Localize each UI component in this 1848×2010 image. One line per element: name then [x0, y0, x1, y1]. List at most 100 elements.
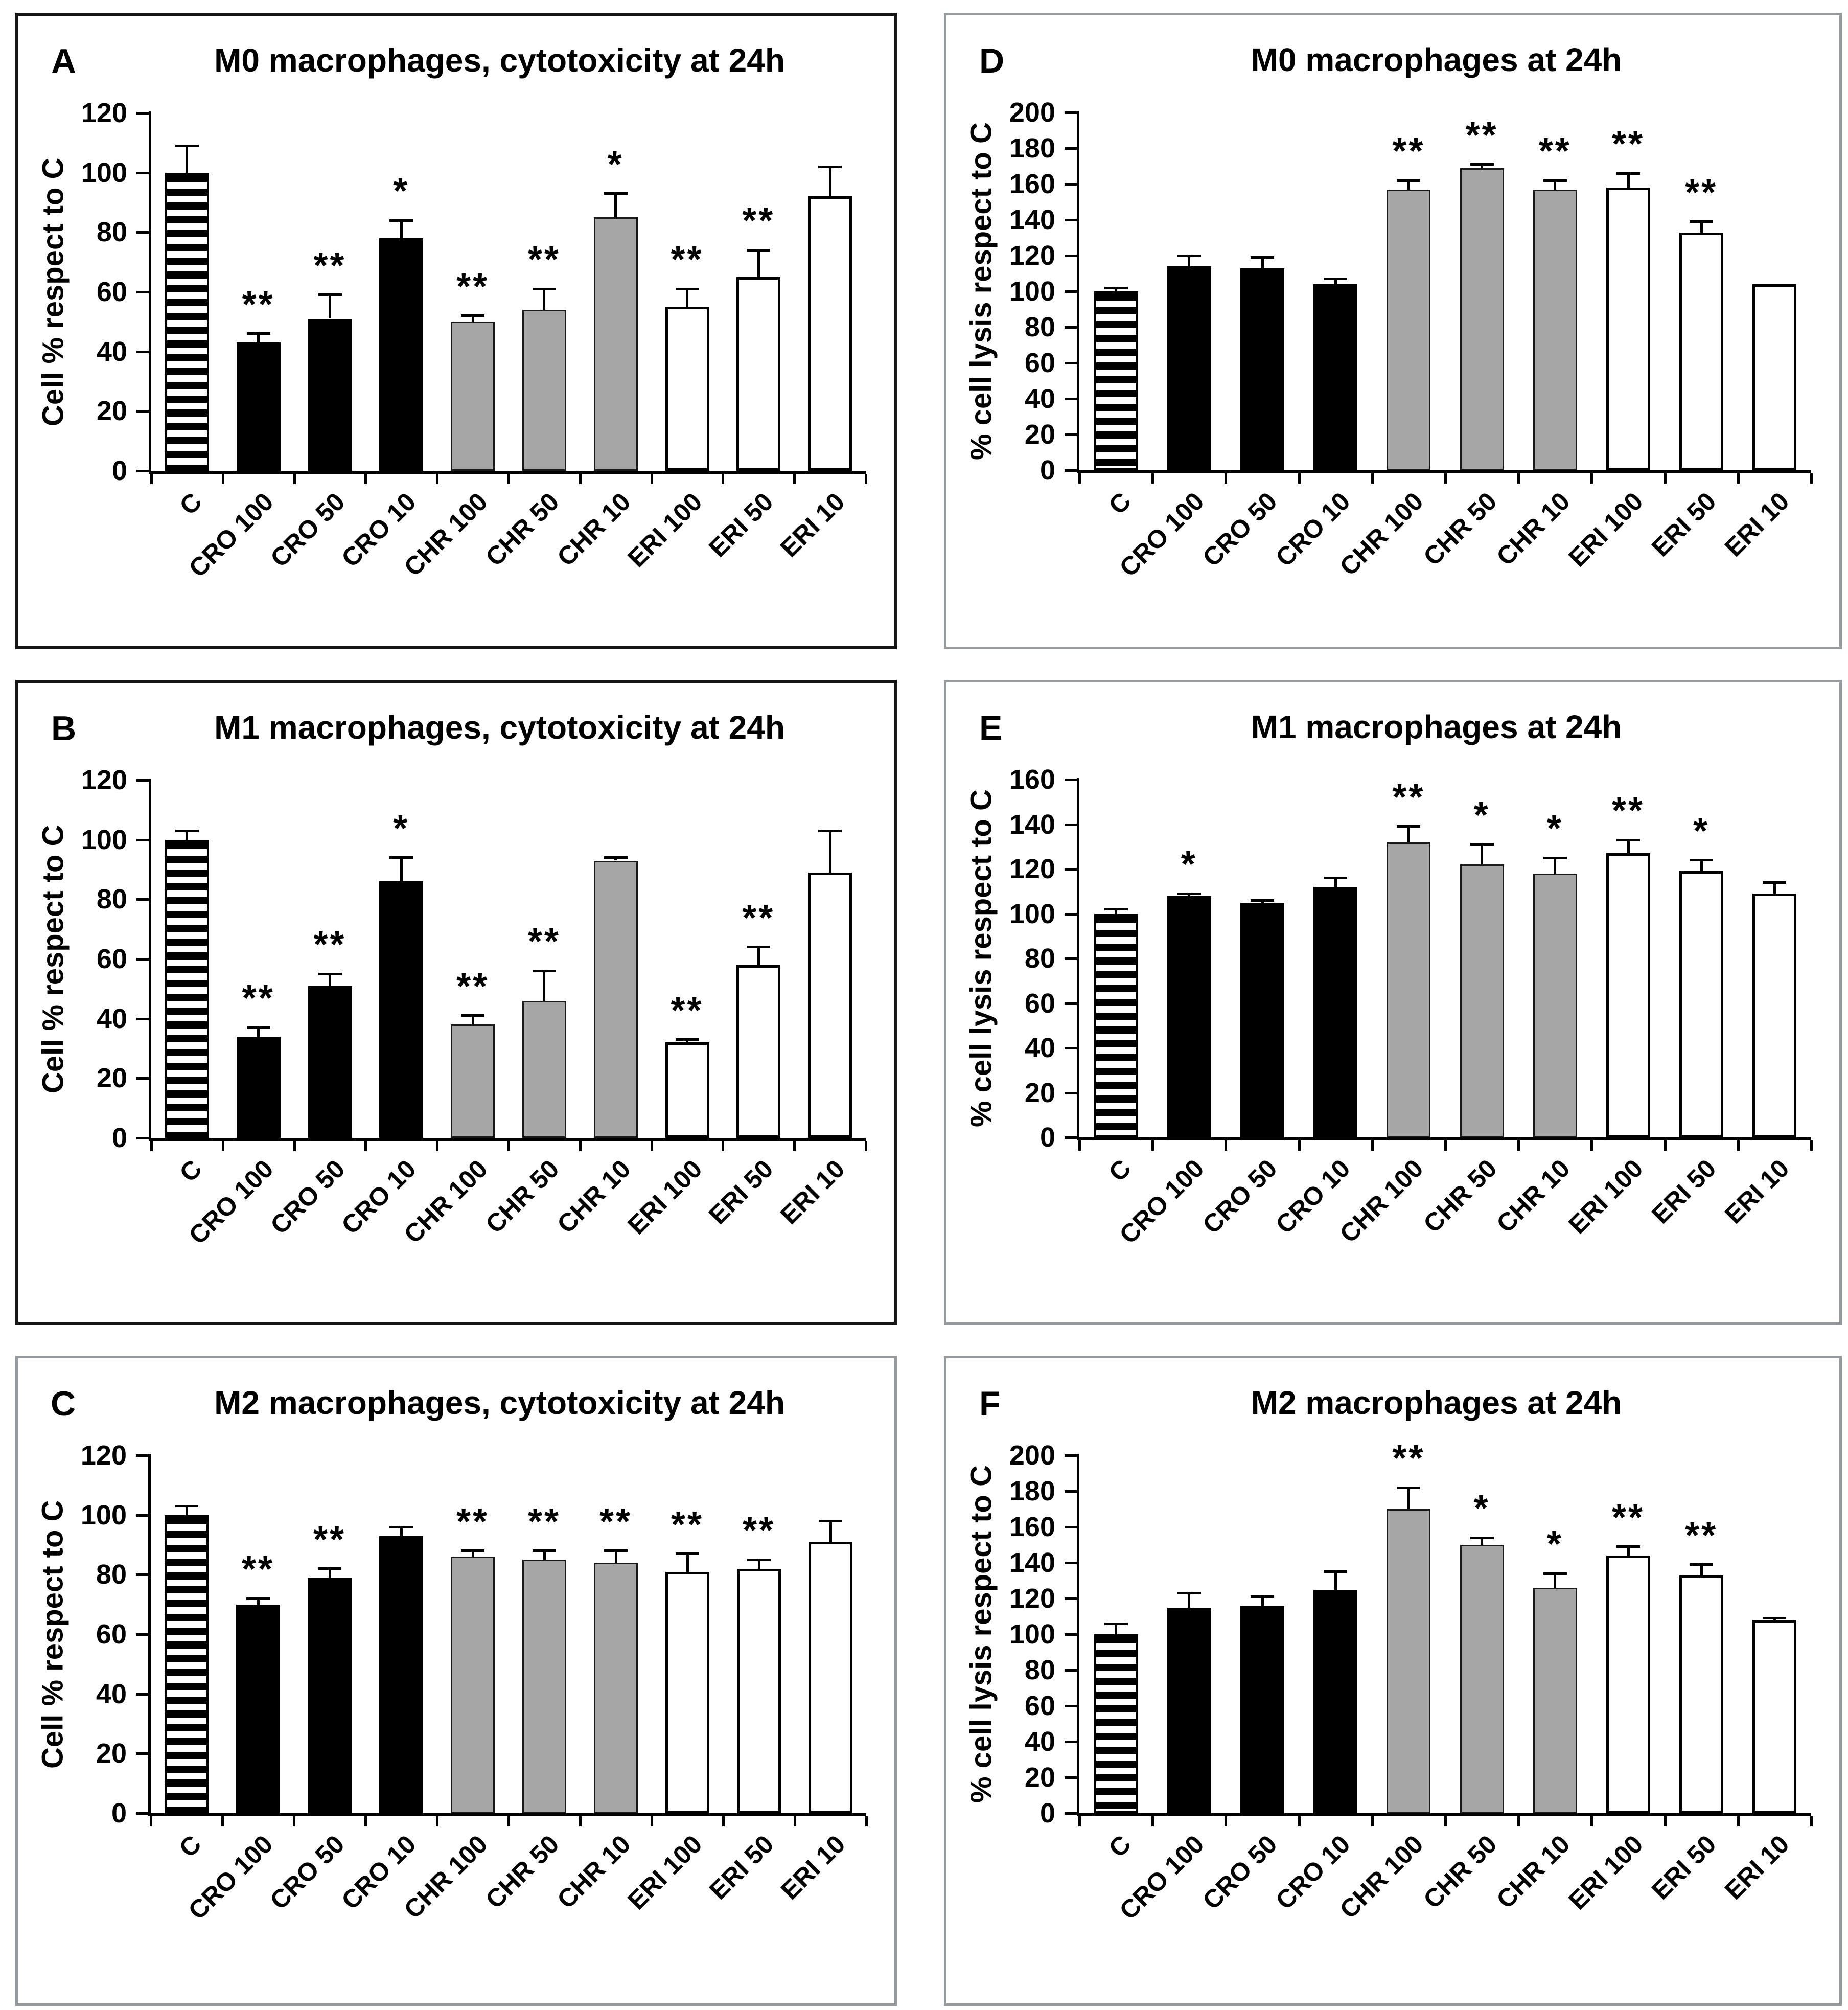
y-tick: [136, 1752, 148, 1755]
error-bar: [1407, 180, 1410, 190]
x-tick: [1517, 1816, 1520, 1826]
x-tick: [579, 1141, 582, 1151]
x-tick: [1078, 1816, 1081, 1826]
y-tick-label: 60: [1024, 348, 1055, 378]
significance-marker: *: [1181, 844, 1197, 885]
panel-e: E M1 macrophages at 24h % cell lysis res…: [944, 680, 1842, 1325]
y-tick-label: 60: [96, 1619, 127, 1650]
x-tick: [1078, 473, 1081, 484]
x-tick: [1737, 1140, 1740, 1151]
error-bar: [400, 220, 403, 238]
error-bar: [1261, 257, 1264, 268]
y-tick-label: 20: [96, 396, 127, 427]
error-bar: [543, 1550, 546, 1560]
error-bar: [543, 971, 546, 1001]
x-tick: [865, 1816, 868, 1826]
y-tick-label: 100: [1009, 898, 1055, 929]
error-bar: [1407, 826, 1410, 842]
y-tick: [1065, 1047, 1077, 1049]
significance-marker: **: [1392, 1438, 1425, 1479]
bar-cro-50: [308, 318, 352, 471]
x-tick: [1298, 1140, 1301, 1151]
y-tick: [1065, 1490, 1077, 1493]
x-axis-line: [149, 1138, 866, 1141]
error-bar-cap: [1690, 859, 1714, 861]
x-tick: [364, 1816, 367, 1826]
y-tick: [136, 779, 149, 782]
error-bar: [1700, 1564, 1703, 1575]
error-bar: [829, 1521, 832, 1542]
significance-marker: **: [1611, 790, 1645, 832]
error-bar: [328, 1568, 331, 1578]
bar-cro-10: [1313, 284, 1358, 470]
y-tick: [136, 112, 149, 115]
panel-e-title: M1 macrophages at 24h: [1251, 709, 1622, 745]
y-tick: [1065, 183, 1077, 186]
x-tick: [364, 474, 367, 484]
bar-cro-10: [1313, 887, 1358, 1137]
error-bar-cap: [389, 1525, 413, 1528]
error-bar-cap: [175, 144, 199, 147]
error-bar-cap: [461, 1549, 484, 1552]
x-tick: [436, 1141, 439, 1151]
y-tick-label: 100: [1009, 276, 1055, 307]
x-tick: [1298, 473, 1301, 484]
error-bar-cap: [604, 1549, 628, 1552]
x-tick: [722, 474, 725, 484]
y-tick: [1065, 398, 1077, 400]
significance-marker: **: [1465, 115, 1498, 156]
bar-chr-50: [1460, 864, 1504, 1137]
significance-marker: **: [1685, 1515, 1718, 1556]
bar-c: [165, 839, 209, 1138]
bar-cro-100: [1167, 266, 1211, 470]
error-bar-cap: [1177, 892, 1201, 895]
x-tick: [150, 474, 153, 484]
x-tick: [1664, 473, 1667, 484]
error-bar: [1700, 860, 1703, 872]
error-bar: [1627, 1546, 1630, 1556]
error-bar: [471, 1550, 474, 1557]
error-bar-cap: [1104, 908, 1128, 911]
y-tick-label: 0: [1040, 1122, 1055, 1153]
error-bar-cap: [1616, 1545, 1640, 1548]
bar-chr-100: [451, 1024, 495, 1138]
error-bar: [1554, 1573, 1557, 1588]
significance-marker: **: [1392, 131, 1425, 172]
panel-d-letter: D: [979, 41, 1005, 80]
bar-eri-10: [808, 872, 852, 1138]
significance-marker: **: [1685, 172, 1718, 213]
x-tick: [1225, 473, 1228, 484]
error-bar-cap: [1177, 254, 1201, 257]
bar-eri-50: [736, 277, 781, 471]
x-tick: [865, 1141, 867, 1151]
y-tick-label: 120: [1009, 240, 1055, 271]
bar-chr-100: [1387, 189, 1431, 470]
error-bar-cap: [818, 165, 842, 168]
y-tick-label: 20: [96, 1738, 127, 1769]
error-bar-cap: [1397, 179, 1421, 182]
bar-eri-100: [1606, 188, 1650, 470]
y-axis-line: [148, 1454, 151, 1816]
x-tick: [1590, 1140, 1593, 1151]
y-tick-label: 40: [96, 336, 127, 367]
y-tick-label: 100: [81, 824, 127, 855]
y-tick-label: 0: [1040, 1798, 1055, 1829]
x-tick: [293, 1816, 295, 1826]
error-bar: [686, 1039, 688, 1043]
y-tick-label: 140: [1009, 809, 1055, 840]
error-bar: [1115, 1624, 1118, 1634]
x-tick: [293, 1141, 296, 1151]
bar-cro-50: [308, 986, 352, 1138]
panel-a: A M0 macrophages, cytotoxicity at 24h Ce…: [15, 13, 897, 649]
error-bar-cap: [246, 1026, 270, 1029]
y-tick: [1065, 957, 1077, 960]
x-tick: [1590, 473, 1593, 484]
bar-chr-50: [522, 310, 566, 471]
significance-marker: **: [671, 990, 704, 1031]
y-tick: [1065, 1454, 1077, 1457]
y-tick-label: 40: [1024, 1726, 1055, 1757]
significance-marker: **: [242, 978, 275, 1019]
bar-cro-100: [236, 342, 281, 471]
error-bar: [1407, 1488, 1410, 1509]
bar-eri-10: [808, 1542, 852, 1813]
